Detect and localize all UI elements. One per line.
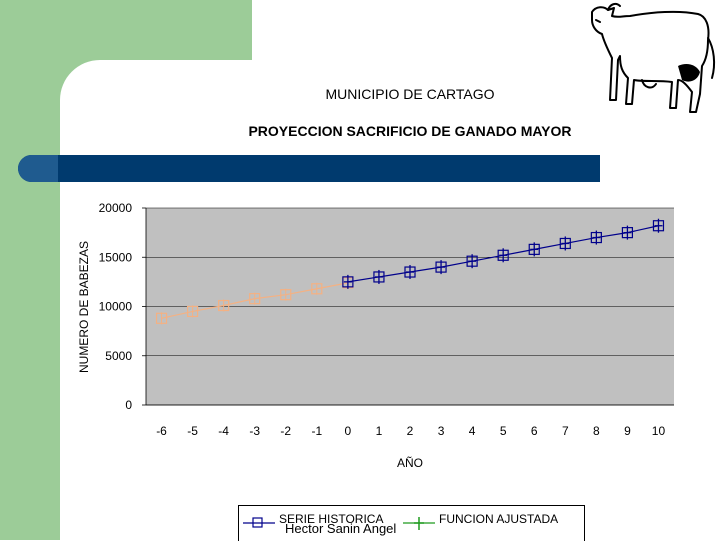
- data-point-s1-6: [528, 242, 540, 257]
- x-tick-label-6: 0: [345, 424, 352, 438]
- y-tick-label-0: 0: [125, 398, 132, 412]
- data-point-s1-10: [652, 218, 665, 233]
- data-point-s1-9: [621, 225, 634, 240]
- x-tick-label-5: -1: [311, 424, 322, 438]
- x-axis-label: AÑO: [397, 456, 423, 470]
- x-tick-label-14: 8: [593, 424, 600, 438]
- y-tick-label-3: 15000: [99, 250, 133, 264]
- data-point-s0-1: [186, 305, 199, 318]
- x-tick-label-10: 4: [469, 424, 476, 438]
- data-point-s1-3: [435, 260, 447, 275]
- x-tick-label-3: -3: [249, 424, 260, 438]
- author-name: Hector Sanin Angel: [285, 521, 397, 536]
- data-point-s0-4: [280, 288, 292, 301]
- x-tick-label-11: 5: [500, 424, 507, 438]
- x-tick-label-0: -6: [156, 424, 167, 438]
- x-tick-label-2: -4: [218, 424, 229, 438]
- slide-title: MUNICIPIO DE CARTAGO: [325, 86, 495, 102]
- x-tick-label-8: 2: [407, 424, 414, 438]
- legend-marker-funcion-ajustada: [403, 517, 435, 530]
- y-tick-label-4: 20000: [99, 201, 133, 215]
- legend-label-serie-historica: SERIE HISTORICA: [279, 512, 384, 526]
- data-point-s1-2: [404, 265, 416, 280]
- data-point-s1-4: [466, 254, 478, 269]
- data-point-s0-2: [218, 299, 230, 312]
- x-tick-label-4: -2: [280, 424, 291, 438]
- legend-marker-serie-historica: [243, 517, 275, 528]
- chart-title: PROYECCION SACRIFICIO DE GANADO MAYOR: [248, 123, 572, 139]
- title-bar: [18, 155, 600, 182]
- data-point-s0-5: [311, 282, 323, 295]
- legend-markers: [243, 517, 435, 530]
- x-tick-label-12: 6: [531, 424, 538, 438]
- x-tick-label-16: 10: [652, 424, 666, 438]
- data-point-s0-0: [155, 312, 168, 325]
- data-point-s1-1: [373, 269, 385, 284]
- x-tick-label-15: 9: [624, 424, 631, 438]
- y-tick-label-2: 10000: [99, 300, 133, 314]
- x-tick-label-13: 7: [562, 424, 569, 438]
- y-tick-label-1: 5000: [105, 349, 132, 363]
- data-point-s1-8: [590, 230, 602, 245]
- data-point-s0-3: [249, 292, 261, 305]
- cow-icon: [591, 2, 716, 113]
- x-tick-label-1: -5: [187, 424, 198, 438]
- y-axis-label: NUMERO DE BABEZAS: [77, 241, 91, 373]
- legend-label-funcion-ajustada: FUNCION AJUSTADA: [439, 512, 559, 526]
- x-tick-label-9: 3: [438, 424, 445, 438]
- data-point-s1-7: [559, 236, 571, 251]
- data-point-s1-5: [497, 248, 509, 263]
- legend: SERIE HISTORICA FUNCION AJUSTADA Hector …: [238, 505, 585, 541]
- data-point-s1-0: [342, 274, 354, 289]
- x-tick-label-7: 1: [376, 424, 383, 438]
